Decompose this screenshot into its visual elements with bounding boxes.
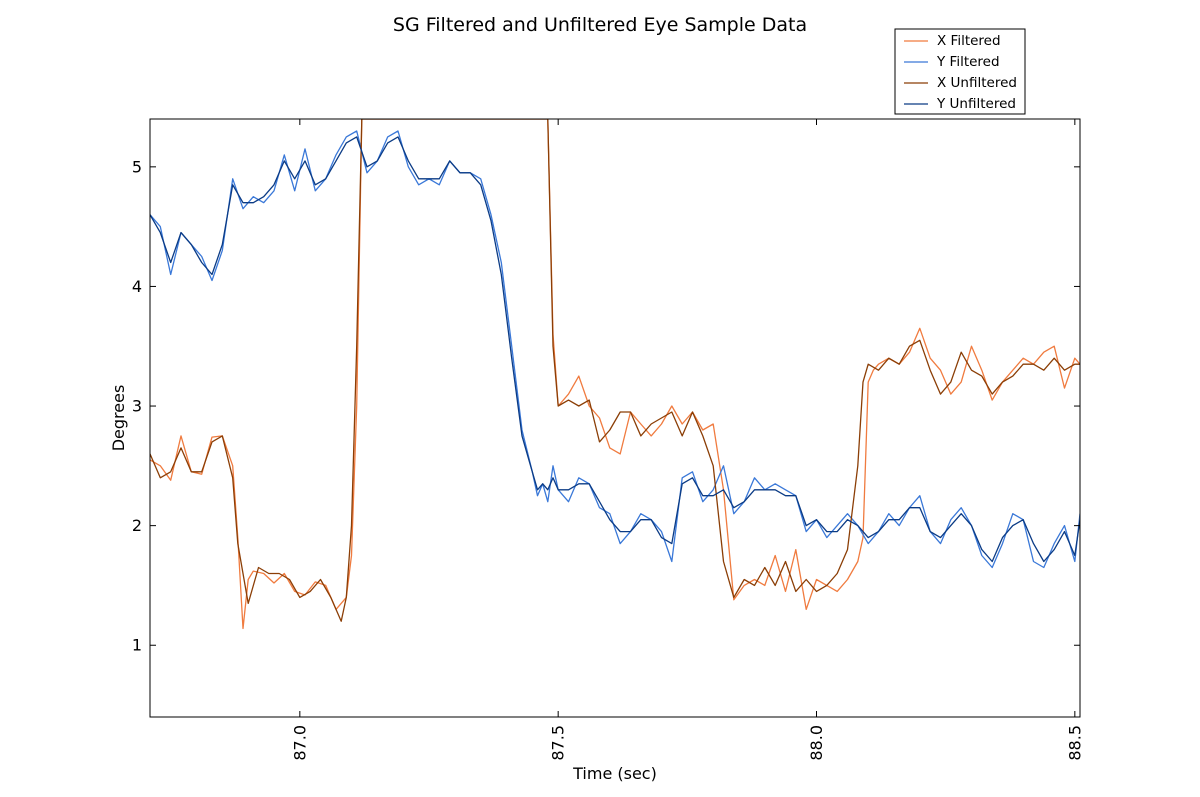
plot-area-frame xyxy=(149,118,1081,718)
legend-label: Y Unfiltered xyxy=(936,96,1016,112)
legend: X Filtered Y Filtered X Unfiltered Y Unfilt… xyxy=(894,28,1026,115)
legend-label: X Unfiltered xyxy=(937,75,1017,91)
legend-label: Y Filtered xyxy=(936,54,1000,70)
chart-title: SG Filtered and Unfiltered Eye Sample Da… xyxy=(393,14,807,36)
y-axis: 1 2 3 4 5 xyxy=(132,157,1080,655)
x-tick-label: 88.0 xyxy=(807,725,826,761)
y-tick-label: 4 xyxy=(132,277,142,296)
y-tick-label: 5 xyxy=(132,157,142,176)
y-tick-label: 3 xyxy=(132,397,142,416)
x-tick-label: 88.5 xyxy=(1065,725,1084,761)
y-tick-label: 2 xyxy=(132,516,142,535)
x-tick-label: 87.5 xyxy=(549,725,568,761)
series-line-x-filtered xyxy=(150,119,1080,630)
series-layer xyxy=(150,119,1080,630)
series-line-x-unfiltered xyxy=(150,119,1080,622)
legend-label: X Filtered xyxy=(937,33,1001,49)
x-tick-label: 87.0 xyxy=(290,725,309,761)
x-axis-title: Time (sec) xyxy=(572,764,657,783)
y-tick-label: 1 xyxy=(132,636,142,655)
y-axis-title: Degrees xyxy=(109,385,128,452)
series-line-y-unfiltered xyxy=(150,136,1080,563)
x-axis: 87.0 87.5 88.0 88.5 xyxy=(290,119,1084,761)
series-line-y-filtered xyxy=(150,130,1080,569)
legend-frame xyxy=(894,28,1026,115)
